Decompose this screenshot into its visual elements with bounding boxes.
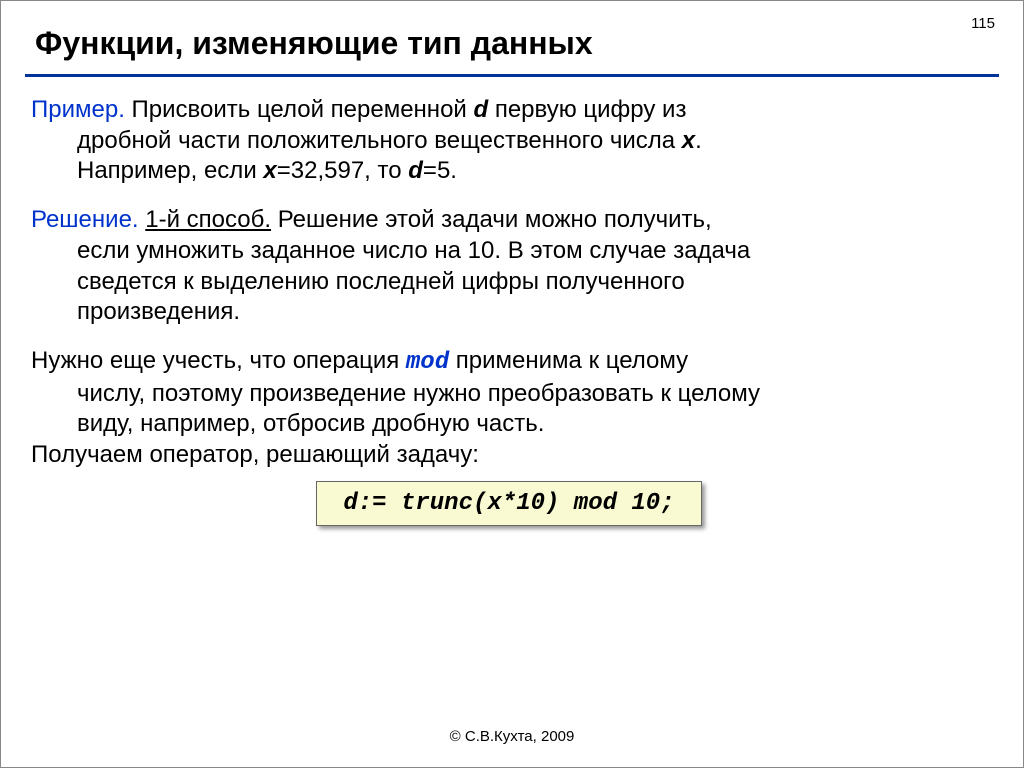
solution-paragraph-3: Получаем оператор, решающий задачу: bbox=[31, 440, 987, 471]
solution-paragraph-1: Решение. 1-й способ. Решение этой задачи… bbox=[31, 205, 987, 328]
example-label: Пример. bbox=[31, 96, 125, 123]
text-line: Например, если x=32,597, то d=5. bbox=[31, 156, 987, 187]
solution-paragraph-2: Нужно еще учесть, что операция mod приме… bbox=[31, 346, 987, 440]
text: Присвоить целой переменной bbox=[125, 96, 474, 123]
text-line: числу, поэтому произведение нужно преобр… bbox=[31, 379, 987, 410]
text: =32,597, то bbox=[277, 157, 409, 184]
var-d: d bbox=[408, 157, 423, 184]
text: применима к целому bbox=[449, 347, 688, 374]
method-label: 1-й способ. bbox=[145, 206, 271, 233]
text: =5. bbox=[423, 157, 457, 184]
text-line: если умножить заданное число на 10. В эт… bbox=[31, 236, 987, 267]
text: дробной части положительного вещественно… bbox=[77, 127, 682, 154]
text: . bbox=[695, 127, 702, 154]
text: первую цифру из bbox=[488, 96, 686, 123]
text-line: виду, например, отбросив дробную часть. bbox=[31, 409, 987, 440]
text: Решение этой задачи можно получить, bbox=[271, 206, 712, 233]
var-x: x bbox=[682, 127, 695, 154]
text: Нужно еще учесть, что операция bbox=[31, 347, 406, 374]
var-d: d bbox=[473, 96, 488, 123]
text: Например, если bbox=[77, 157, 263, 184]
code-box: d:= trunc(x*10) mod 10; bbox=[316, 481, 701, 526]
text-line: сведется к выделению последней цифры пол… bbox=[31, 267, 987, 298]
example-paragraph: Пример. Присвоить целой переменной d пер… bbox=[31, 95, 987, 187]
page-number: 115 bbox=[971, 15, 995, 32]
code-box-wrap: d:= trunc(x*10) mod 10; bbox=[31, 481, 987, 526]
footer-copyright: © С.В.Кухта, 2009 bbox=[1, 728, 1023, 745]
solution-label: Решение. bbox=[31, 206, 139, 233]
text-line: дробной части положительного вещественно… bbox=[31, 126, 987, 157]
text-line: произведения. bbox=[31, 297, 987, 328]
slide: 115 Функции, изменяющие тип данных Приме… bbox=[0, 0, 1024, 768]
var-x: x bbox=[263, 157, 276, 184]
keyword-mod: mod bbox=[406, 349, 449, 376]
slide-title: Функции, изменяющие тип данных bbox=[1, 1, 1023, 70]
content-area: Пример. Присвоить целой переменной d пер… bbox=[1, 77, 1023, 526]
